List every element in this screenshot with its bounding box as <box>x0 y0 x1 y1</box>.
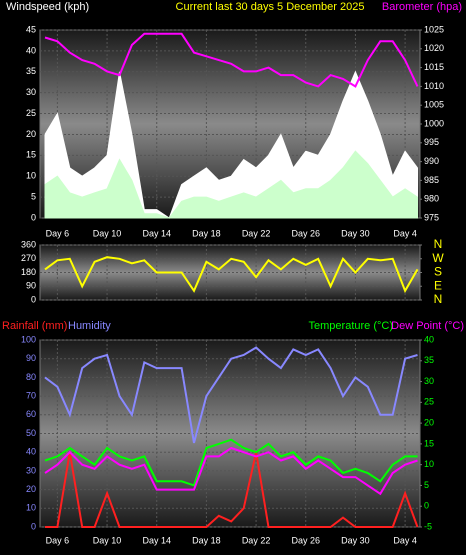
y2-tick-label: 30 <box>424 376 434 386</box>
y2-tick-label: E <box>434 278 442 292</box>
x-tick-label: Day 4 <box>393 535 417 545</box>
y2-tick-label: 25 <box>424 397 434 407</box>
y-tick-label: 20 <box>26 484 36 494</box>
x-tick-label: Day 6 <box>46 228 70 238</box>
y2-tick-label: 1010 <box>424 81 444 91</box>
y-tick-label: 50 <box>26 428 36 438</box>
y-tick-label: 30 <box>26 465 36 475</box>
y-tick-label: 90 <box>26 353 36 363</box>
y2-tick-label: 985 <box>424 175 439 185</box>
y2-tick-label: 1000 <box>424 118 444 128</box>
y-tick-label: 0 <box>31 294 36 304</box>
y2-axis-label: Barometer (hpa) <box>382 1 462 13</box>
y2-tick-label: 980 <box>424 194 439 204</box>
y-tick-label: 20 <box>26 129 36 139</box>
series-area <box>44 70 418 219</box>
y-tick-label: 70 <box>26 390 36 400</box>
y2-tick-label: 0 <box>424 501 429 511</box>
y2-tick-label: 1005 <box>424 100 444 110</box>
y-tick-label: 90 <box>26 281 36 291</box>
y2-tick-label: 1015 <box>424 62 444 72</box>
x-tick-label: Day 14 <box>142 228 171 238</box>
series-area <box>44 150 418 219</box>
x-tick-label: Day 10 <box>93 535 122 545</box>
y2-tick-label: 20 <box>424 417 434 427</box>
y-tick-label: 100 <box>21 334 36 344</box>
x-tick-label: Day 30 <box>341 535 370 545</box>
legend-entry: Rainfall (mm) <box>2 320 67 332</box>
y-axis-label: Windspeed (kph) <box>6 1 89 13</box>
x-tick-label: Day 14 <box>142 535 171 545</box>
y-tick-label: 80 <box>26 372 36 382</box>
y-tick-label: 35 <box>26 66 36 76</box>
y-tick-label: 0 <box>31 521 36 531</box>
y2-tick-label: 5 <box>424 480 429 490</box>
x-tick-label: Day 18 <box>192 535 221 545</box>
series-line <box>44 438 418 487</box>
y-tick-label: 45 <box>26 24 36 34</box>
series-line <box>44 256 419 294</box>
y2-tick-label: 975 <box>424 212 439 222</box>
y2-tick-label: -5 <box>424 521 432 531</box>
y2-tick-label: S <box>434 265 442 279</box>
legend-entry: Temperature (°C) <box>309 320 393 332</box>
y-tick-label: 10 <box>26 171 36 181</box>
y-tick-label: 180 <box>21 267 36 277</box>
y-tick-label: 25 <box>26 108 36 118</box>
y-tick-label: 40 <box>26 45 36 55</box>
y2-tick-label: 990 <box>424 156 439 166</box>
y2-tick-label: N <box>434 237 443 251</box>
legend-entry: Dew Point (°C) <box>391 320 464 332</box>
y-tick-label: 0 <box>31 212 36 222</box>
y2-tick-label: 995 <box>424 137 439 147</box>
y2-tick-label: 10 <box>424 459 434 469</box>
x-tick-label: Day 22 <box>242 228 271 238</box>
y-tick-label: 15 <box>26 150 36 160</box>
y-tick-label: 10 <box>26 503 36 513</box>
y-tick-label: 270 <box>21 253 36 263</box>
y-tick-label: 5 <box>31 191 36 201</box>
x-tick-label: Day 10 <box>93 228 122 238</box>
series-line <box>44 346 418 444</box>
y-tick-label: 30 <box>26 87 36 97</box>
y2-tick-label: 1025 <box>424 24 444 34</box>
y2-tick-label: 1020 <box>424 43 444 53</box>
x-tick-label: Day 6 <box>46 535 70 545</box>
legend-entry: Humidity <box>68 320 111 332</box>
chart-title: Current last 30 days 5 December 2025 <box>176 1 365 13</box>
series-line <box>44 446 418 496</box>
y-tick-label: 40 <box>26 447 36 457</box>
series-line <box>44 32 419 88</box>
x-tick-label: Day 30 <box>341 228 370 238</box>
y2-tick-label: W <box>432 251 444 265</box>
x-tick-label: Day 26 <box>291 228 320 238</box>
y2-tick-label: 35 <box>424 355 434 365</box>
x-tick-label: Day 26 <box>291 535 320 545</box>
series-line <box>45 451 419 528</box>
y2-tick-label: N <box>434 292 443 306</box>
y-tick-label: 60 <box>26 409 36 419</box>
x-tick-label: Day 22 <box>242 535 271 545</box>
x-tick-label: Day 18 <box>192 228 221 238</box>
y-tick-label: 360 <box>21 239 36 249</box>
y2-tick-label: 40 <box>424 334 434 344</box>
y2-tick-label: 15 <box>424 438 434 448</box>
x-tick-label: Day 4 <box>393 228 417 238</box>
